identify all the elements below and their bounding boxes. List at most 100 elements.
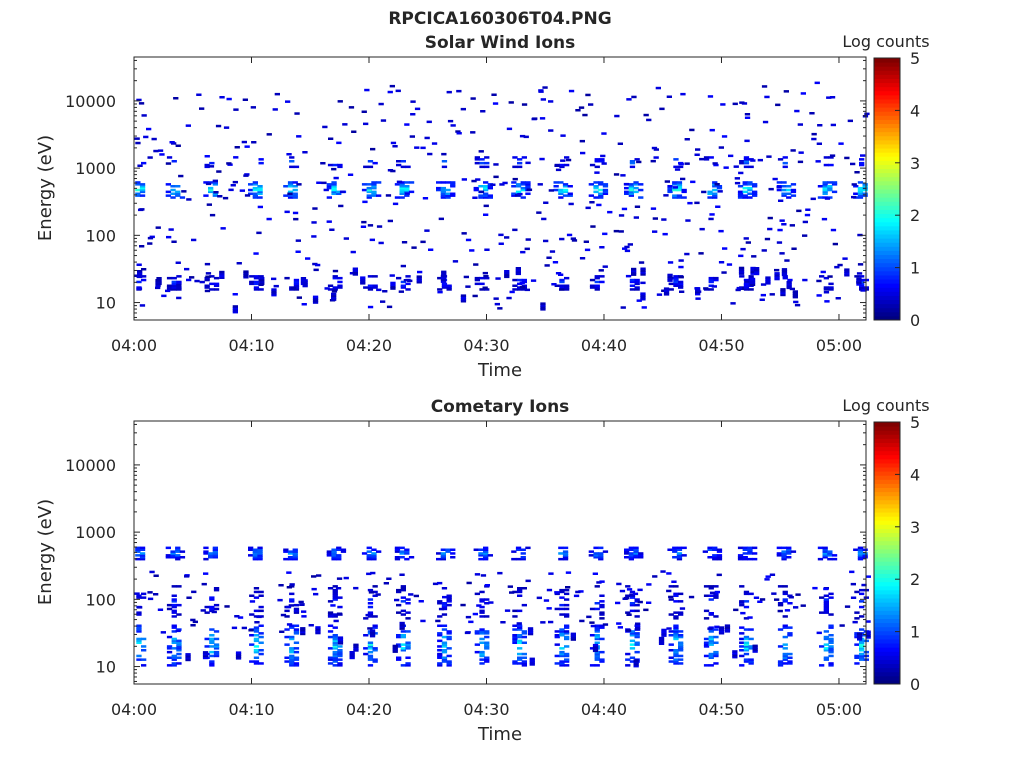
heatmap-cell: [830, 123, 836, 127]
heatmap-cell: [708, 654, 714, 658]
heatmap-cell: [170, 188, 176, 192]
heatmap-cell: [292, 188, 298, 192]
heatmap-cell: [171, 600, 177, 603]
heatmap-cell: [862, 185, 868, 188]
heatmap-cell: [396, 611, 402, 614]
heatmap-cell: [823, 605, 829, 609]
heatmap-cell: [353, 649, 359, 652]
heatmap-cell: [252, 192, 258, 195]
colorbar-swatch: [874, 86, 900, 92]
heatmap-cell: [747, 616, 753, 619]
heatmap-cell: [308, 624, 314, 627]
heatmap-cell: [564, 598, 570, 601]
colorbar-swatch: [874, 679, 900, 685]
heatmap-cell: [289, 156, 295, 159]
heatmap-cell: [445, 181, 451, 184]
heatmap-cell: [859, 615, 865, 618]
heatmap-cell: [137, 164, 143, 167]
heatmap-cell: [628, 546, 634, 550]
heatmap-cell: [332, 639, 338, 643]
heatmap-cell: [859, 658, 865, 661]
heatmap-cell: [302, 284, 308, 288]
heatmap-cell: [176, 585, 182, 588]
heatmap-cell: [541, 217, 547, 221]
heatmap-cell: [562, 188, 569, 192]
heatmap-cell: [599, 246, 605, 249]
heatmap-cell: [767, 216, 773, 220]
colorbar-swatch: [874, 189, 900, 194]
heatmap-cell: [668, 656, 674, 659]
heatmap-cell: [859, 280, 865, 284]
heatmap-cell: [678, 265, 684, 269]
heatmap-cell: [765, 278, 771, 281]
heatmap-cell: [562, 554, 569, 557]
heatmap-cell: [437, 662, 443, 665]
heatmap-cell: [482, 271, 488, 275]
heatmap-cell: [484, 641, 490, 644]
heatmap-cell: [134, 137, 140, 140]
heatmap-cell: [455, 130, 461, 133]
heatmap-cell: [366, 186, 372, 190]
heatmap-cell: [520, 548, 526, 551]
heatmap-cell: [782, 626, 788, 629]
heatmap-cell: [213, 645, 220, 648]
heatmap-cell: [747, 181, 753, 184]
heatmap-cell: [234, 615, 240, 618]
heatmap-cell: [479, 654, 485, 658]
heatmap-cell: [352, 267, 358, 270]
heatmap-cell: [624, 245, 630, 249]
heatmap-cell: [181, 190, 187, 193]
heatmap-cell: [504, 273, 510, 277]
heatmap-cell: [399, 621, 405, 625]
heatmap-cell: [437, 654, 443, 658]
heatmap-cell: [327, 288, 334, 291]
heatmap-cell: [414, 107, 421, 111]
heatmap-cell: [521, 656, 527, 659]
heatmap-cell: [774, 598, 780, 601]
heatmap-cell: [634, 598, 640, 601]
heatmap-cell: [437, 649, 443, 652]
heatmap-cell: [204, 605, 210, 609]
heatmap-cell: [137, 273, 143, 277]
heatmap-cell: [332, 615, 338, 618]
colorbar-swatch: [874, 507, 900, 513]
heatmap-cell: [483, 557, 489, 561]
heatmap-cell: [446, 596, 452, 599]
colorbar-swatch: [874, 512, 900, 517]
heatmap-cell: [386, 305, 393, 309]
colorbar-swatch: [874, 131, 900, 137]
heatmap-cell: [337, 645, 343, 648]
heatmap-cell: [625, 274, 632, 278]
heatmap-cell: [469, 249, 475, 252]
heatmap-cell: [708, 280, 714, 284]
heatmap-cell: [849, 570, 855, 574]
heatmap-cell: [366, 190, 372, 194]
heatmap-cell: [613, 173, 620, 176]
colorbar-swatch: [874, 262, 900, 268]
heatmap-cell: [598, 192, 604, 195]
heatmap-cell: [733, 608, 739, 612]
colorbar-swatch: [874, 70, 900, 75]
heatmap-cell: [404, 186, 410, 190]
heatmap-cell: [512, 637, 518, 641]
heatmap-cell: [209, 645, 215, 648]
heatmap-cell: [685, 219, 691, 222]
heatmap-cell: [776, 546, 782, 550]
heatmap-cell: [594, 641, 600, 644]
heatmap-cell: [752, 194, 758, 197]
heatmap-cell: [396, 180, 403, 184]
heatmap-cell: [524, 288, 530, 292]
x-tick-label: 05:00: [816, 336, 862, 355]
heatmap-cell: [399, 181, 405, 184]
colorbar-swatch: [874, 184, 900, 190]
heatmap-cell: [293, 630, 300, 633]
heatmap-cell: [209, 662, 215, 665]
heatmap-cell: [774, 275, 780, 279]
heatmap-cell: [602, 188, 609, 192]
heatmap-cell: [292, 548, 298, 551]
heatmap-cell: [598, 196, 604, 199]
heatmap-cell: [367, 605, 374, 609]
y-tick-label: 10000: [65, 456, 116, 475]
heatmap-cell: [859, 275, 865, 278]
heatmap-cell: [742, 181, 748, 184]
